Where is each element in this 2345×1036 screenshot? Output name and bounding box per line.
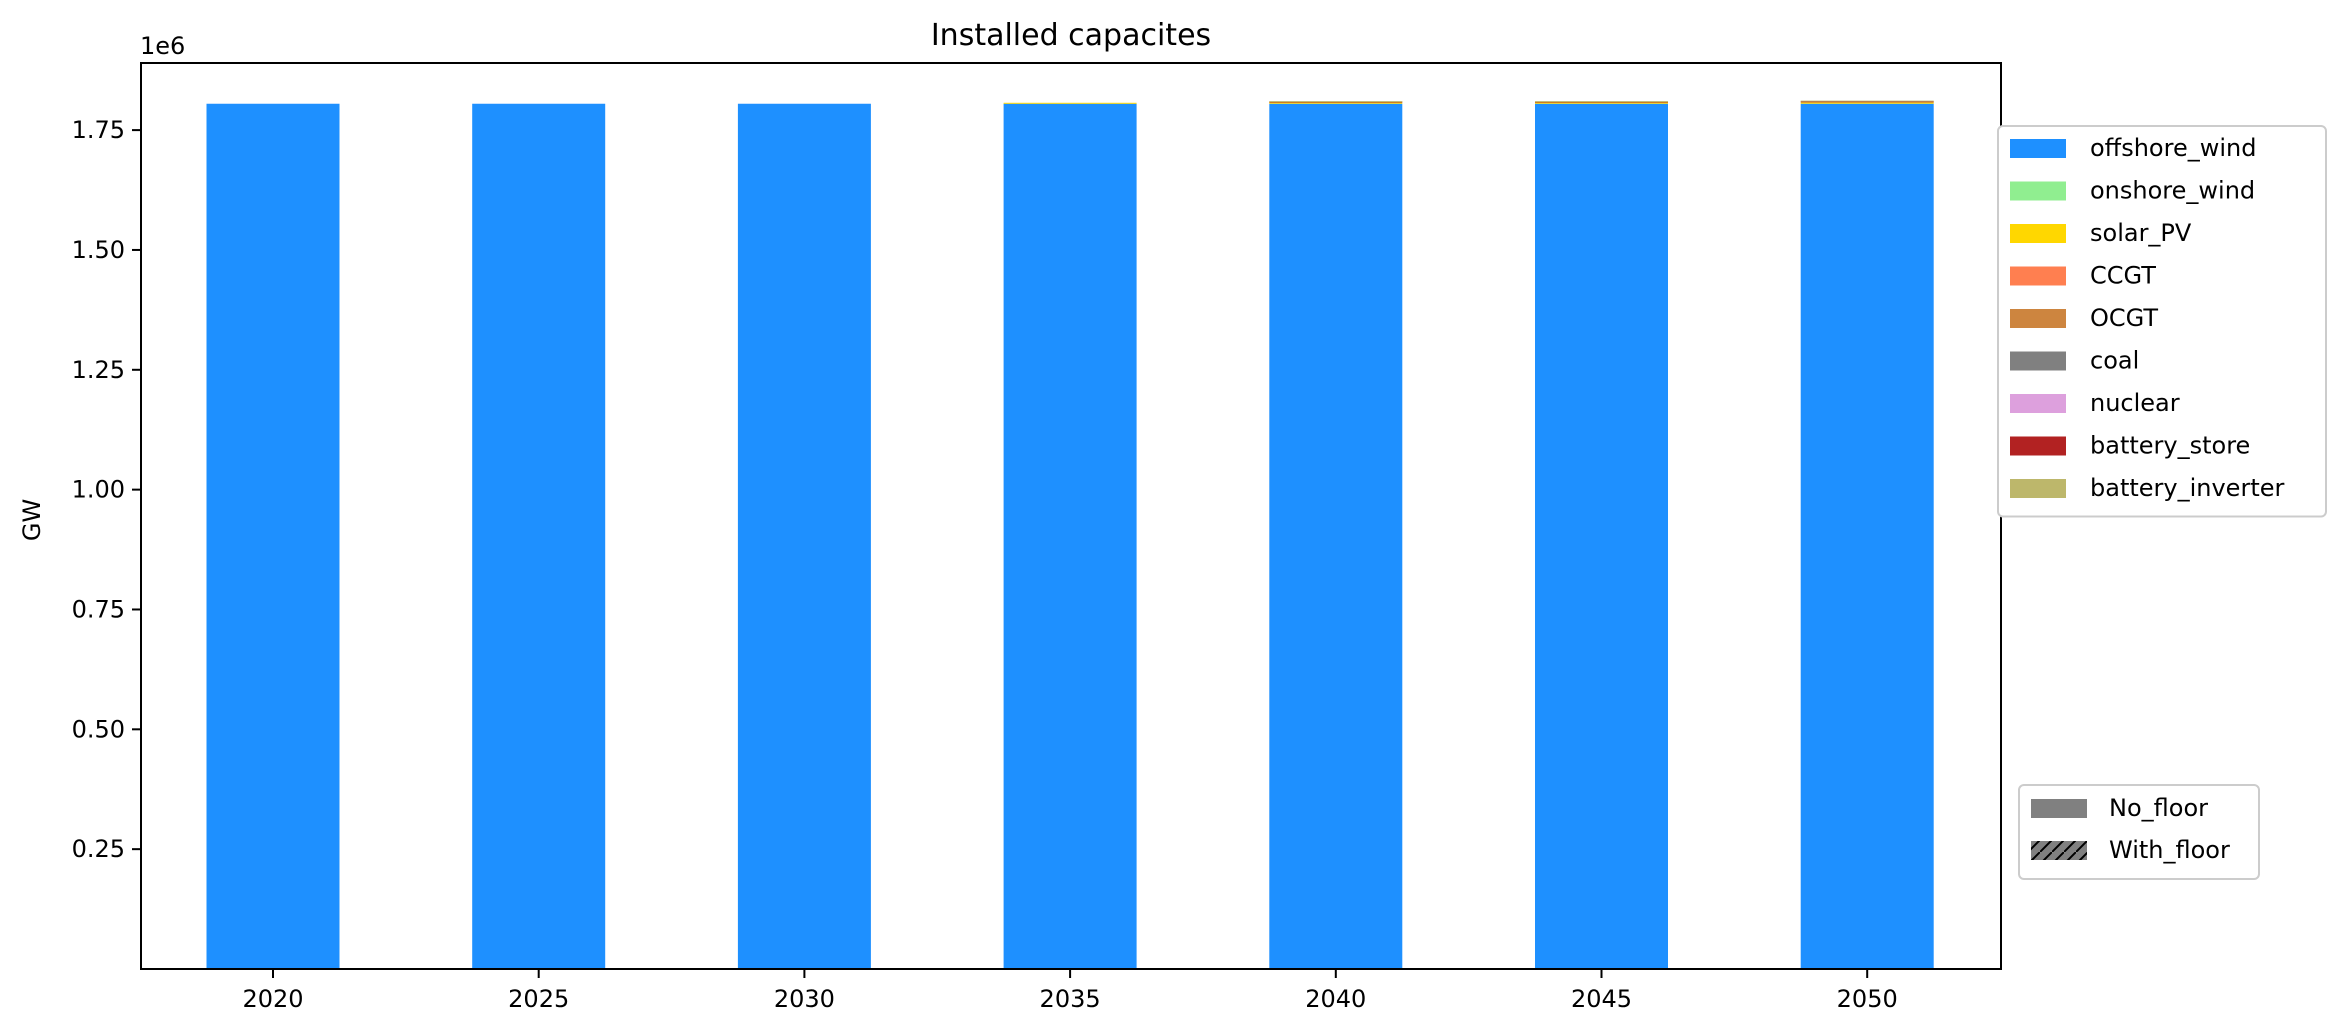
bars-layer <box>206 100 1934 969</box>
legend-swatch-nuclear <box>2010 394 2066 413</box>
scenario-swatch-No_floor <box>2031 799 2087 818</box>
y-tick-label: 1.25 <box>72 356 125 384</box>
y-tick-label: 0.75 <box>72 595 125 623</box>
legend-label-CCGT: CCGT <box>2090 262 2156 290</box>
legend-swatch-battery_store <box>2010 436 2066 456</box>
bar-offshore_wind-2020 <box>206 103 340 969</box>
legend-swatch-solar_PV <box>2010 224 2066 243</box>
x-tick-label: 2045 <box>1571 985 1632 1013</box>
legend-label-nuclear: nuclear <box>2090 389 2180 417</box>
legend-swatch-onshore_wind <box>2010 181 2066 201</box>
bar-offshore_wind-2040 <box>1269 103 1403 969</box>
chart-title: Installed capacites <box>931 18 1211 53</box>
bar-offshore_wind-2035 <box>1003 103 1137 969</box>
bar-solar_PV-2050 <box>1800 102 1934 104</box>
scenario-legend: No_floor With_floor <box>2018 784 2260 880</box>
legend-swatch-battery_inverter <box>2010 479 2066 498</box>
bar-battery_inverter-2040 <box>1269 101 1403 103</box>
y-tick-label: 1.75 <box>72 116 125 144</box>
bar-offshore_wind-2045 <box>1535 103 1668 969</box>
legend-swatch-CCGT <box>2010 266 2066 286</box>
x-tick-label: 2020 <box>242 985 303 1013</box>
ticks-layer: 2020 2025 2030 2035 2040 2045 2050 0.25 0.50 0.75… <box>72 116 1898 1013</box>
legend-label-solar_PV: solar_PV <box>2090 219 2192 247</box>
legend-label-battery_inverter: battery_inverter <box>2090 474 2284 502</box>
bar-battery_inverter-2045 <box>1535 101 1668 103</box>
legend-swatch-offshore_wind <box>2010 139 2066 158</box>
legend-swatch-coal <box>2010 351 2066 371</box>
bar-solar_PV-2035 <box>1003 102 1137 104</box>
bar-battery_inverter-2050 <box>1800 100 1934 102</box>
bar-offshore_wind-2030 <box>737 103 871 969</box>
scenario-label-With_floor: With_floor <box>2109 836 2230 864</box>
legend-label-OCGT: OCGT <box>2090 304 2158 332</box>
x-tick-label: 2050 <box>1837 985 1898 1013</box>
x-tick-label: 2030 <box>774 985 835 1013</box>
legend-label-offshore_wind: offshore_wind <box>2090 134 2256 162</box>
legend-label-onshore_wind: onshore_wind <box>2090 177 2255 205</box>
technology-legend-frame <box>1997 125 2327 518</box>
bar-solar_PV-2045 <box>1535 102 1668 104</box>
bar-offshore_wind-2025 <box>472 103 606 969</box>
x-tick-label: 2035 <box>1040 985 1101 1013</box>
scenario-label-No_floor: No_floor <box>2109 794 2208 822</box>
legend-label-battery_store: battery_store <box>2090 432 2250 460</box>
y-axis-label: GW <box>18 499 46 541</box>
bar-solar_PV-2040 <box>1269 102 1403 104</box>
y-tick-label: 0.50 <box>72 715 125 743</box>
x-tick-label: 2040 <box>1305 985 1366 1013</box>
x-tick-label: 2025 <box>508 985 569 1013</box>
y-axis-multiplier: 1e6 <box>140 32 185 60</box>
legend-label-coal: coal <box>2090 347 2139 375</box>
y-tick-label: 0.25 <box>72 835 125 863</box>
scenario-hatch-With_floor <box>2031 841 2087 860</box>
y-tick-label: 1.00 <box>72 476 125 504</box>
bar-offshore_wind-2050 <box>1800 103 1934 969</box>
bar-battery_store-2050 <box>1800 101 1934 103</box>
y-tick-label: 1.50 <box>72 236 125 264</box>
technology-legend: offshore_wind onshore_wind solar_PV CCGT OCG… <box>1997 125 2327 518</box>
legend-swatch-OCGT <box>2010 309 2066 328</box>
